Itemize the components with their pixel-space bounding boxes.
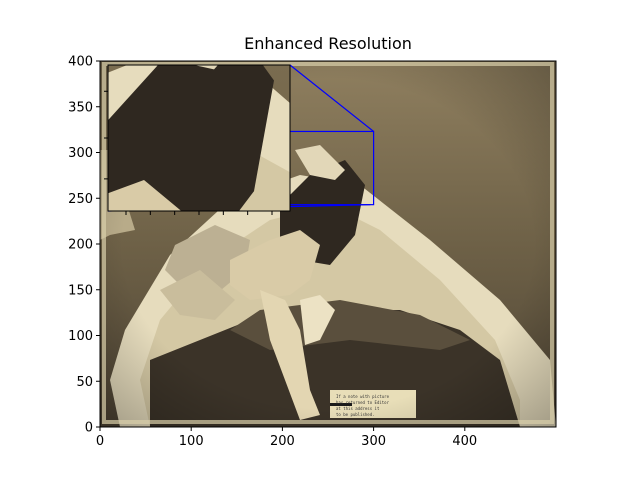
label-line: at this address it [336,406,380,411]
y-axis-ticks: 0 50 100 150 200 250 300 350 400 [68,55,100,436]
y-tick-label: 300 [68,146,93,161]
y-tick-label: 250 [68,192,93,207]
inset-connector-top [289,64,374,132]
x-axis-ticks: 0 100 200 300 400 [96,427,477,449]
y-tick-label: 350 [68,100,93,115]
label-line: to be published. [336,412,375,417]
label-line: has returned to Editor [336,400,390,405]
y-tick-label: 150 [68,283,93,298]
y-tick-label: 100 [68,329,93,344]
x-tick-label: 400 [452,434,477,449]
chart-title: Enhanced Resolution [244,34,412,53]
label-line: If a note with picture [336,394,390,399]
y-tick-label: 50 [76,375,93,390]
x-tick-label: 0 [96,434,104,449]
inset-ticks [104,90,273,215]
y-tick-label: 0 [85,421,93,436]
y-tick-label: 200 [68,238,93,253]
label-card-text: If a note with picture has returned to E… [336,394,390,417]
y-tick-label: 400 [68,55,93,70]
x-tick-label: 100 [179,434,204,449]
x-tick-label: 200 [270,434,295,449]
x-tick-label: 300 [361,434,386,449]
